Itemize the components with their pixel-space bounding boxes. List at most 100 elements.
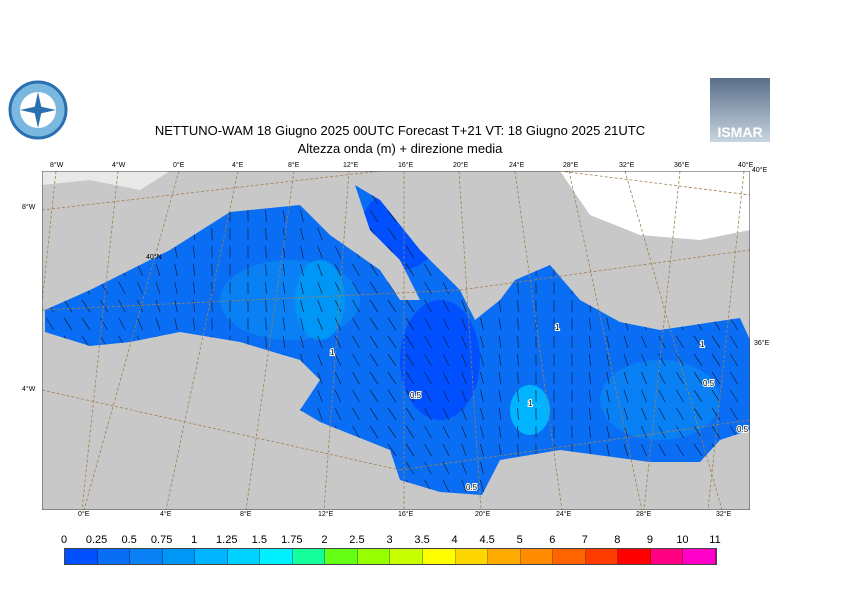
wave-direction-arrow	[369, 317, 379, 331]
wave-direction-arrow	[405, 407, 415, 421]
colorbar-label: 1.75	[281, 534, 303, 546]
wave-direction-arrow	[81, 299, 91, 313]
colorbar-swatch	[325, 549, 358, 564]
colorbar-swatch	[65, 549, 98, 564]
top-lon-label: 12°E	[343, 162, 359, 169]
wave-direction-arrow	[63, 317, 73, 331]
top-lon-label: 8°W	[50, 162, 64, 169]
wave-direction-arrow	[137, 317, 143, 331]
wave-direction-arrow	[155, 263, 161, 277]
wave-direction-arrow	[300, 245, 304, 259]
colorbar-label: 10	[676, 534, 689, 546]
wave-direction-arrow	[461, 461, 467, 475]
colorbar-swatch	[618, 549, 651, 564]
wave-direction-arrow	[317, 263, 323, 277]
wave-direction-arrow	[300, 263, 304, 277]
wave-direction-arrow	[155, 317, 161, 331]
wave-direction-arrow	[424, 389, 432, 403]
wave-direction-arrow	[693, 443, 703, 457]
wave-direction-arrow	[387, 227, 397, 241]
wave-direction-arrow	[282, 263, 286, 277]
colorbar-label: 3.5	[414, 534, 430, 546]
colorbar-swatch	[292, 549, 326, 564]
wave-direction-arrow	[265, 209, 267, 223]
wave-direction-arrow	[405, 335, 415, 349]
wave-direction-arrow	[424, 263, 432, 277]
wave-direction-arrow	[137, 263, 143, 277]
colorbar-label: 9	[646, 534, 653, 546]
lat-label: 40°N	[146, 254, 162, 261]
wave-direction-arrow	[606, 389, 610, 403]
wave-direction-arrow	[369, 389, 379, 403]
wave-direction-arrow	[334, 263, 342, 277]
wave-direction-arrow	[265, 335, 267, 349]
bottom-lon-label: 8°E	[240, 511, 252, 518]
wave-direction-arrow	[192, 317, 196, 331]
colorbar-label: 3	[386, 534, 393, 546]
wave-direction-arrow	[424, 425, 432, 439]
colorbar-swatch	[520, 549, 554, 564]
wave-direction-arrow	[693, 335, 703, 349]
top-lon-label: 20°E	[453, 162, 469, 169]
wave-direction-arrow	[517, 389, 519, 403]
wave-direction-arrow	[641, 353, 647, 367]
wave-direction-arrow	[118, 317, 126, 331]
wave-direction-arrow	[589, 407, 591, 421]
colorbar-swatch	[553, 549, 586, 564]
wave-direction-arrow	[352, 371, 360, 385]
wave-direction-arrow	[369, 263, 379, 277]
meridian	[568, 171, 643, 510]
wave-direction-arrow	[352, 425, 360, 439]
wave-direction-arrow	[317, 371, 323, 385]
wave-direction-arrow	[282, 299, 286, 313]
wave-direction-arrow	[498, 407, 502, 421]
wave-direction-arrow	[480, 443, 484, 457]
wave-direction-arrow	[442, 425, 450, 439]
wave-direction-arrow	[461, 335, 467, 349]
wave-direction-arrow	[589, 371, 591, 385]
wave-direction-arrow	[517, 371, 519, 385]
colorbar-label: 1	[191, 534, 198, 546]
wave-direction-arrow	[623, 407, 629, 421]
wave-direction-arrow	[155, 299, 161, 313]
wave-direction-arrow	[300, 209, 304, 223]
wave-zone	[295, 260, 345, 340]
wave-direction-arrow	[192, 299, 196, 313]
wave-direction-arrow	[606, 371, 610, 385]
wave-direction-arrow	[442, 479, 450, 493]
wave-direction-arrow	[265, 245, 267, 259]
wave-direction-arrow	[711, 389, 721, 403]
wave-direction-arrow	[675, 371, 685, 385]
wave-direction-arrow	[623, 389, 629, 403]
colorbar-swatch	[97, 549, 131, 564]
wave-direction-arrow	[606, 407, 610, 421]
contour-label: 0.5	[466, 483, 478, 492]
colorbar-label: 4	[451, 534, 458, 546]
wave-direction-arrow	[405, 263, 415, 277]
wave-direction-arrow	[424, 443, 432, 457]
wave-direction-arrow	[729, 389, 739, 403]
wave-direction-arrow	[711, 353, 721, 367]
top-lon-label: 0°E	[173, 162, 185, 169]
wave-direction-arrow	[658, 389, 666, 403]
wave-direction-arrow	[606, 335, 610, 349]
wave-direction-arrow	[729, 335, 739, 349]
meridian	[323, 171, 350, 510]
title-line-2: Altezza onda (m) + direzione media	[297, 141, 503, 156]
wave-direction-arrow	[174, 281, 178, 295]
outside-domain	[560, 171, 750, 240]
wave-direction-arrow	[498, 317, 502, 331]
wave-direction-arrow	[623, 443, 629, 457]
wave-direction-arrow	[334, 389, 342, 403]
wave-direction-arrow	[334, 371, 342, 385]
wave-direction-arrow	[517, 425, 519, 439]
colorbar-label: 2	[321, 534, 328, 546]
wave-direction-arrow	[352, 353, 360, 367]
wave-direction-arrow	[405, 353, 415, 367]
wave-direction-arrow	[480, 317, 484, 331]
wave-direction-arrow	[658, 353, 666, 367]
wave-direction-arrow	[517, 443, 519, 457]
wave-direction-arrow	[711, 335, 721, 349]
wave-direction-arrow	[623, 335, 629, 349]
wave-direction-arrow	[480, 371, 484, 385]
